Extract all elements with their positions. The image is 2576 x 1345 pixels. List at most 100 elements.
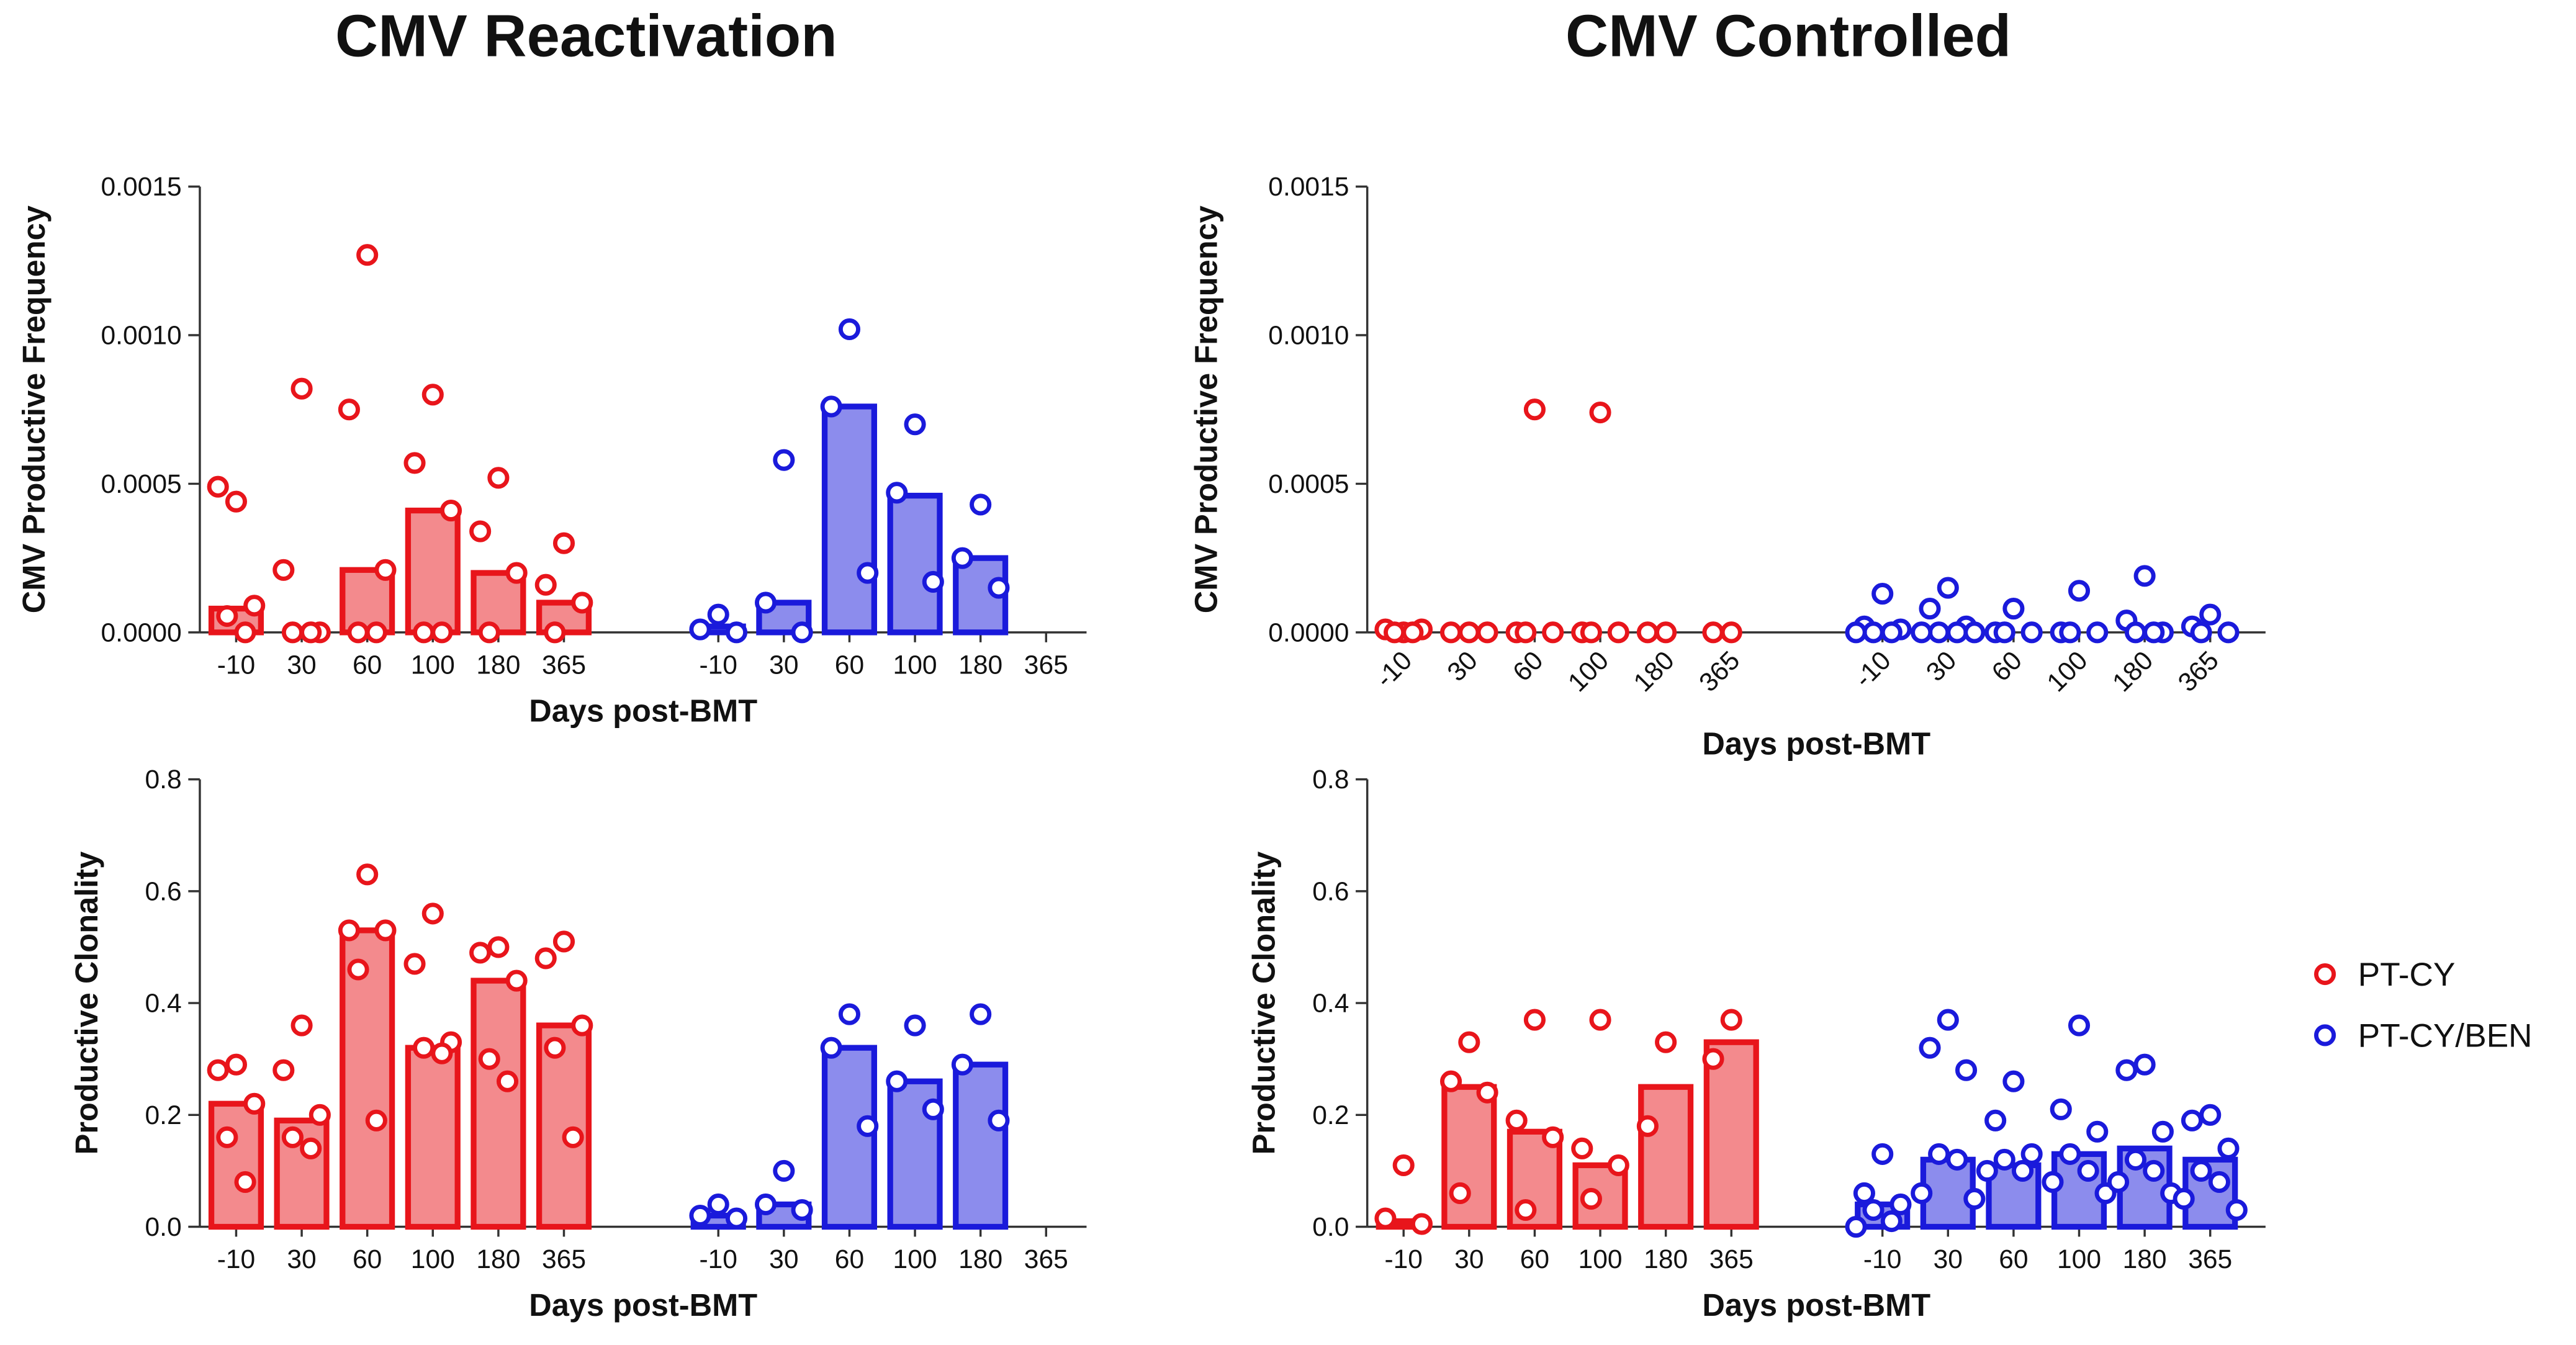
- data-point: [225, 490, 248, 513]
- x-axis-label: Days post-BMT: [529, 693, 757, 729]
- data-point: [1720, 621, 1742, 644]
- data-point: [1880, 1210, 1903, 1233]
- data-point: [2115, 1059, 2138, 1081]
- x-tick-label: 60: [835, 1244, 864, 1274]
- data-point: [1580, 1187, 1602, 1210]
- data-point: [338, 919, 360, 942]
- data-point: [571, 592, 593, 614]
- x-axis-label: Days post-BMT: [1702, 1287, 1930, 1323]
- data-point: [1542, 1126, 1564, 1148]
- data-point: [1402, 621, 1424, 644]
- data-point: [552, 930, 575, 953]
- data-point: [365, 1109, 387, 1131]
- data-point: [1440, 1070, 1462, 1092]
- x-tick-label: 30: [287, 1244, 316, 1274]
- data-point: [2181, 1109, 2204, 1131]
- data-point: [707, 603, 729, 626]
- data-point: [820, 395, 842, 418]
- data-point: [347, 958, 369, 981]
- x-tick-label: 60: [1520, 1244, 1549, 1274]
- data-point: [1928, 1143, 1950, 1165]
- x-tick-label: 180: [1644, 1244, 1688, 1274]
- data-point: [1946, 1148, 1968, 1171]
- data-point: [857, 1115, 879, 1137]
- x-tick-label: 365: [1693, 646, 1745, 698]
- data-point: [922, 1098, 944, 1120]
- data-point: [1919, 597, 1941, 620]
- data-point: [1589, 401, 1611, 424]
- data-point: [2107, 1171, 2130, 1193]
- y-tick-label: 0.4: [145, 989, 182, 1019]
- data-point: [403, 953, 426, 975]
- y-tick-label: 0.6: [145, 876, 182, 906]
- data-point: [1384, 621, 1406, 644]
- data-point: [1515, 621, 1537, 644]
- bar: [821, 1045, 878, 1230]
- data-point: [1845, 621, 1867, 644]
- bar: [821, 403, 878, 636]
- data-point: [1515, 1199, 1537, 1221]
- data-point: [1523, 398, 1546, 421]
- bar: [405, 1045, 461, 1230]
- x-tick-label: -10: [217, 1244, 256, 1274]
- data-point: [413, 1037, 435, 1059]
- data-point: [951, 547, 973, 569]
- data-point: [2143, 1159, 2165, 1182]
- bar: [1638, 1084, 1694, 1230]
- x-tick-label: 100: [893, 1244, 937, 1274]
- data-point: [2199, 1104, 2222, 1126]
- x-tick-label: 180: [476, 1244, 520, 1274]
- data-point: [988, 577, 1010, 599]
- data-point: [534, 947, 557, 969]
- x-tick-label: 30: [1454, 1244, 1484, 1274]
- x-tick-label: -10: [699, 650, 737, 680]
- x-tick-label: 60: [1986, 646, 2028, 687]
- data-point: [216, 1126, 238, 1148]
- data-point: [478, 621, 500, 644]
- data-point: [2002, 597, 2025, 620]
- x-tick-label: 180: [476, 650, 520, 680]
- data-point: [243, 1092, 266, 1115]
- y-tick-label: 0.0000: [1268, 618, 1349, 647]
- data-point: [421, 384, 444, 406]
- data-point: [2050, 1098, 2072, 1120]
- x-tick-label: -10: [1370, 646, 1418, 693]
- x-tick-label: 100: [1578, 1244, 1623, 1274]
- data-point: [1889, 1193, 1912, 1216]
- data-point: [1571, 1137, 1593, 1159]
- legend-label: PT-CY/BEN: [2358, 1018, 2533, 1055]
- data-point: [755, 1193, 777, 1216]
- data-point: [216, 605, 238, 628]
- data-point: [1862, 621, 1885, 644]
- x-tick-label: 100: [2041, 646, 2093, 698]
- data-point: [1871, 583, 1894, 605]
- data-point: [1476, 621, 1498, 644]
- y-tick-label: 0.8: [1312, 765, 1349, 794]
- data-point: [791, 1199, 813, 1221]
- y-tick-label: 0.4: [1312, 989, 1349, 1019]
- data-point: [1946, 621, 1968, 644]
- data-point: [544, 621, 566, 644]
- column-title: CMV Reactivation: [335, 2, 837, 69]
- y-tick-label: 0.2: [1312, 1100, 1349, 1130]
- data-point: [1440, 621, 1462, 644]
- x-tick-label: 30: [1921, 646, 1962, 687]
- data-point: [1702, 1048, 1724, 1070]
- data-point: [478, 1048, 500, 1070]
- data-point: [2059, 1143, 2081, 1165]
- x-tick-label: 180: [2123, 1244, 2167, 1274]
- legend-label: PT-CY: [2358, 956, 2456, 993]
- data-point: [1937, 577, 1959, 599]
- data-point: [347, 621, 369, 644]
- data-point: [439, 499, 462, 522]
- x-tick-label: 100: [1562, 646, 1615, 698]
- data-point: [2059, 621, 2081, 644]
- data-point: [1937, 1009, 1959, 1031]
- data-point: [725, 621, 748, 644]
- y-tick-label: 0.0: [145, 1212, 182, 1242]
- data-point: [707, 1193, 729, 1216]
- data-point: [1589, 1009, 1611, 1031]
- data-point: [1880, 621, 1903, 644]
